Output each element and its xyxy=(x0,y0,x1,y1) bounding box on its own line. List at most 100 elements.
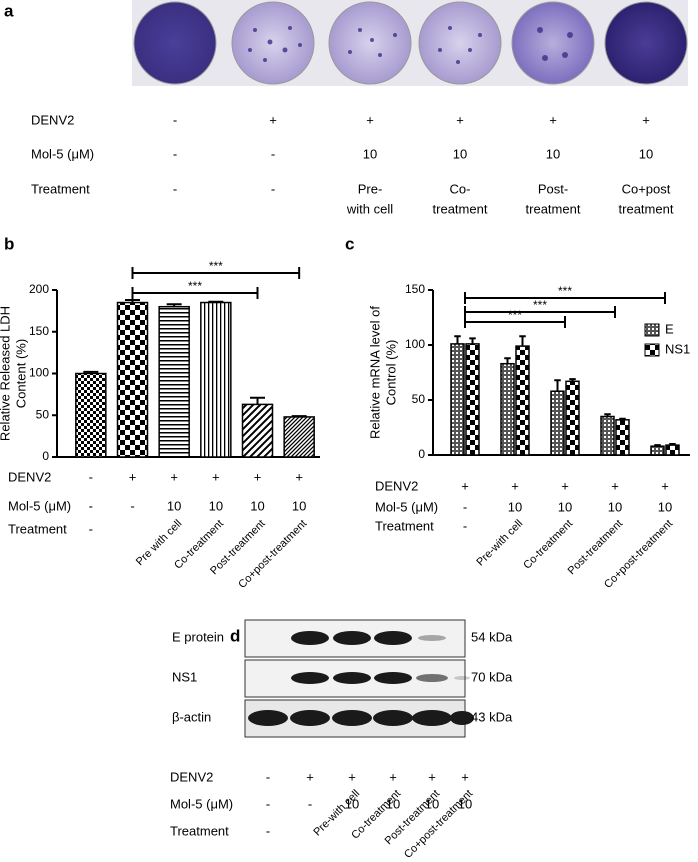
cell: - xyxy=(463,499,467,514)
bar xyxy=(550,390,565,456)
y-tick-label: 0 xyxy=(418,447,425,461)
cell: - xyxy=(173,181,177,196)
cell: + xyxy=(428,769,436,784)
cell: Pre- xyxy=(358,181,383,196)
cell: 10 xyxy=(508,499,522,514)
y-axis-title: Relative mRNA level of xyxy=(367,306,382,439)
cell: + xyxy=(269,112,277,127)
cell: - xyxy=(271,181,275,196)
cell: treatment xyxy=(619,201,674,216)
cell: treatment xyxy=(433,201,488,216)
cell: - xyxy=(173,146,177,161)
bar xyxy=(158,305,190,458)
row-label: Mol-5 (μM) xyxy=(170,796,233,811)
blot-size: 54 kDa xyxy=(471,629,513,644)
cell: + xyxy=(254,469,262,484)
legend-label: E xyxy=(665,321,674,336)
legend-label: NS1 xyxy=(665,341,690,356)
cell: Post- xyxy=(538,181,568,196)
cell: + xyxy=(129,469,137,484)
significance-bracket xyxy=(131,267,301,279)
error-bar xyxy=(83,370,99,374)
row-label: DENV2 xyxy=(170,769,213,784)
row-label: Mol-5 (μM) xyxy=(8,498,71,513)
significance-bracket xyxy=(464,316,566,328)
bar xyxy=(500,362,515,456)
error-bar xyxy=(125,299,140,303)
blot-size: 70 kDa xyxy=(471,669,513,684)
bar xyxy=(650,445,665,456)
error-bar xyxy=(291,415,307,418)
x-tick-label: - xyxy=(89,521,93,536)
cell: + xyxy=(611,478,619,493)
dish-images xyxy=(132,0,688,86)
cell: - xyxy=(266,823,270,838)
row-label: Mol-5 (μM) xyxy=(375,499,438,514)
bar xyxy=(565,380,580,456)
bar xyxy=(665,444,680,456)
cell: - xyxy=(266,796,270,811)
cell: 10 xyxy=(345,796,359,811)
cell: Co- xyxy=(450,181,471,196)
blot-size: 43 kDa xyxy=(471,709,513,724)
cell: - xyxy=(130,498,134,513)
error-bar xyxy=(469,337,476,344)
y-axis-title: Content (%) xyxy=(13,339,28,408)
bar xyxy=(116,301,149,458)
y-axis-title: Control (%) xyxy=(383,340,398,406)
bar xyxy=(283,416,315,458)
cell: 10 xyxy=(167,498,181,513)
y-tick-label: 200 xyxy=(29,282,49,296)
y-tick-label: 50 xyxy=(412,392,426,406)
bar xyxy=(615,419,630,456)
blot-images xyxy=(244,619,474,738)
bar xyxy=(75,372,107,458)
blot-label: β-actin xyxy=(172,709,211,724)
cell: treatment xyxy=(526,201,581,216)
error-bar xyxy=(554,379,561,392)
row-label: Treatment xyxy=(8,521,67,536)
cell: + xyxy=(366,112,374,127)
error-bar xyxy=(519,335,526,347)
cell: Co+post xyxy=(622,181,671,196)
error-bar xyxy=(619,417,626,420)
cell: - xyxy=(89,498,93,513)
cell: + xyxy=(456,112,464,127)
significance-label: *** xyxy=(188,279,202,293)
rotated-label: Co-treatment xyxy=(521,518,575,572)
cell: 10 xyxy=(250,498,264,513)
cell: + xyxy=(642,112,650,127)
error-bar xyxy=(208,300,224,303)
cell: + xyxy=(389,769,397,784)
cell: + xyxy=(461,769,469,784)
panel-label: d xyxy=(230,626,240,645)
error-bar xyxy=(250,396,265,405)
error-bar xyxy=(654,444,661,447)
bar xyxy=(515,345,530,456)
error-bar xyxy=(604,413,611,417)
cell: - xyxy=(89,469,93,484)
cell: - xyxy=(173,112,177,127)
panel-label: b xyxy=(4,234,14,253)
error-bar xyxy=(669,443,676,446)
y-tick-label: 150 xyxy=(29,324,49,338)
bar xyxy=(241,403,274,458)
error-bar xyxy=(504,357,511,364)
y-tick-label: 100 xyxy=(405,337,425,351)
row-label: DENV2 xyxy=(8,469,51,484)
significance-bracket xyxy=(131,287,259,299)
cell: 10 xyxy=(363,146,377,161)
cell: + xyxy=(549,112,557,127)
cell: + xyxy=(348,769,356,784)
cell: + xyxy=(461,478,469,493)
y-tick-label: 50 xyxy=(36,407,50,421)
bar xyxy=(600,415,615,456)
significance-label: *** xyxy=(533,298,547,312)
cell: 10 xyxy=(292,498,306,513)
blot-label: NS1 xyxy=(172,669,197,684)
cell: + xyxy=(170,469,178,484)
cell: + xyxy=(511,478,519,493)
error-bar xyxy=(166,303,182,307)
significance-label: *** xyxy=(508,308,522,322)
cell: + xyxy=(661,478,669,493)
